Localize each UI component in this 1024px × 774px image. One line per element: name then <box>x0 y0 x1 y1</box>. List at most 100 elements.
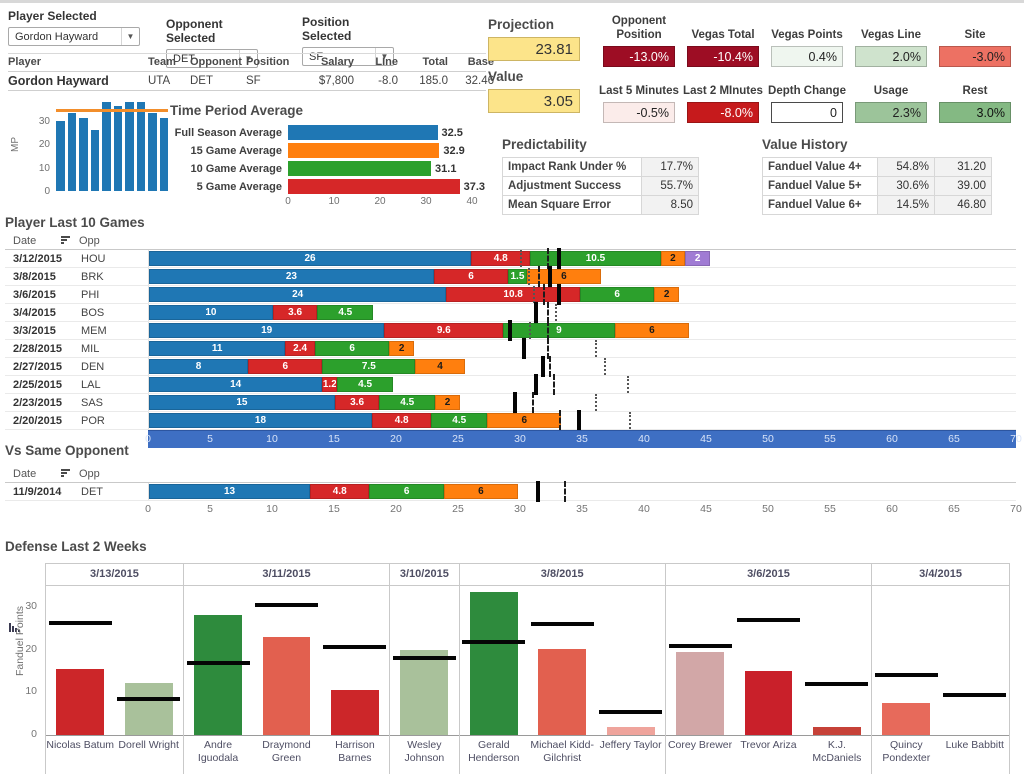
tpa-bar[interactable] <box>288 161 432 176</box>
bar-segment-red[interactable]: 4.8 <box>371 413 432 428</box>
bar-segment-red[interactable]: 10.8 <box>446 287 581 302</box>
chevron-down-icon[interactable]: ▼ <box>375 48 393 65</box>
bar-segment-orange[interactable]: 6 <box>614 323 689 338</box>
table-row[interactable]: Gordon Hayward UTA DET SF $7,800 -8.0 185.0 32.… <box>8 72 494 91</box>
stat-label: Fanduel Value 6+ <box>762 195 878 215</box>
minutes-bar[interactable] <box>67 113 76 191</box>
metric-input[interactable]: 0 <box>771 102 843 123</box>
position-filter: Position Selected SF ▼ <box>302 15 394 66</box>
bar-segment-green[interactable]: 6 <box>369 484 444 499</box>
bar-segment-red[interactable]: 4.8 <box>471 251 531 266</box>
defense-bar[interactable] <box>194 614 242 735</box>
bar-segment-red[interactable]: 1.2 <box>322 377 338 392</box>
tpa-bar[interactable] <box>288 179 460 194</box>
sort-descending-icon[interactable] <box>59 469 71 479</box>
chevron-down-icon[interactable]: ▼ <box>239 50 257 67</box>
minutes-bar[interactable] <box>159 118 168 191</box>
date-column-header[interactable]: Date <box>13 468 37 480</box>
axis-tick-label: 35 <box>576 433 588 445</box>
bar-segment-blue[interactable]: 8 <box>149 359 249 374</box>
bar-segment-blue[interactable]: 19 <box>149 323 385 338</box>
opp-column-header[interactable]: Opp <box>79 468 100 480</box>
bar-segment-red[interactable]: 6 <box>433 269 509 284</box>
bar-segment-green[interactable]: 4.5 <box>337 377 393 392</box>
bar-segment-green[interactable]: 4.5 <box>431 413 488 428</box>
minutes-bar[interactable] <box>90 129 99 191</box>
game-opponent: PHI <box>81 288 100 301</box>
bar-segment-blue[interactable]: 15 <box>149 395 335 410</box>
bar-segment-blue[interactable]: 26 <box>149 251 472 266</box>
sort-marks-icon[interactable] <box>9 623 21 632</box>
bar-segment-green[interactable]: 6 <box>314 341 390 356</box>
bar-segment-orange[interactable]: 2 <box>435 395 460 410</box>
bar-segment-green[interactable]: 10.5 <box>530 251 661 266</box>
vsopp-axis: 0 5 10 15 20 25 30 35 40 45 50 55 60 65 70 <box>145 501 1022 518</box>
chevron-down-icon[interactable]: ▼ <box>121 28 139 45</box>
minutes-bar[interactable] <box>102 101 111 191</box>
defense-bar[interactable] <box>882 703 931 735</box>
opp-column-header[interactable]: Opp <box>79 235 100 247</box>
metric-label: Site <box>964 29 986 42</box>
tpa-value-label: 32.5 <box>441 126 463 139</box>
ref-marker-dashed <box>538 266 541 287</box>
defense-bar[interactable] <box>330 689 379 735</box>
minutes-bar[interactable] <box>125 101 134 191</box>
defense-bar[interactable] <box>812 727 861 735</box>
defense-bar[interactable] <box>56 669 105 735</box>
date-column-header[interactable]: Date <box>13 235 37 247</box>
defense-player-name: Dorell Wright <box>118 739 179 751</box>
bar-segment-green[interactable]: 4.5 <box>317 305 374 320</box>
minutes-bar[interactable] <box>136 101 145 191</box>
sort-descending-icon[interactable] <box>59 236 71 246</box>
bar-segment-blue[interactable]: 13 <box>149 484 310 499</box>
bar-segment-blue[interactable]: 23 <box>149 269 434 284</box>
defense-bar[interactable] <box>538 648 587 735</box>
bar-segment-green[interactable]: 9 <box>503 323 615 338</box>
bar-segment-red[interactable]: 2.4 <box>285 341 315 356</box>
tpa-bar[interactable] <box>288 143 440 158</box>
defense-bar[interactable] <box>469 592 518 735</box>
ref-marker-solid <box>576 410 581 431</box>
defense-bar[interactable] <box>400 649 449 735</box>
defense-bar[interactable] <box>676 652 724 735</box>
bar-segment-red[interactable]: 6 <box>248 359 323 374</box>
bar-segment-blue[interactable]: 24 <box>149 287 447 302</box>
position-filter-dropdown[interactable]: SF ▼ <box>302 47 394 66</box>
defense-bar[interactable] <box>606 727 655 735</box>
bar-segment-orange[interactable]: 2 <box>389 341 415 356</box>
player-filter-dropdown[interactable]: Gordon Hayward ▼ <box>8 27 140 46</box>
bar-segment-red[interactable]: 3.6 <box>272 305 318 320</box>
bar-segment-orange[interactable]: 2 <box>654 287 680 302</box>
bar-segment-blue[interactable]: 18 <box>149 413 372 428</box>
axis-tick-label: 10 <box>328 196 340 207</box>
ref-marker-dashed <box>549 356 552 377</box>
bar-segment-blue[interactable]: 11 <box>149 341 286 356</box>
minutes-bar[interactable] <box>79 118 88 191</box>
bar-segment-blue[interactable]: 10 <box>149 305 273 320</box>
defense-bar[interactable] <box>124 682 173 735</box>
bar-segment-red[interactable]: 4.8 <box>310 484 370 499</box>
minutes-bar[interactable] <box>56 120 65 191</box>
bar-segment-green[interactable]: 4.5 <box>379 395 436 410</box>
bar-segment-red[interactable]: 3.6 <box>334 395 380 410</box>
bar-segment-orange[interactable]: 6 <box>487 413 562 428</box>
bar-segment-blue[interactable]: 14 <box>149 377 323 392</box>
bar-segment-purple[interactable]: 2 <box>685 251 711 266</box>
defense-player-slot <box>114 586 182 735</box>
bar-segment-green[interactable]: 1.5 <box>508 269 527 284</box>
defense-bar[interactable] <box>262 637 311 735</box>
tpa-bar[interactable] <box>288 125 438 140</box>
bar-segment-orange[interactable]: 4 <box>415 359 465 374</box>
bar-segment-orange[interactable]: 2 <box>660 251 686 266</box>
last10-title: Player Last 10 Games <box>5 215 145 230</box>
minutes-bar[interactable] <box>113 106 122 191</box>
last10-axis[interactable]: 0 5 10 15 20 25 30 35 40 45 50 55 60 65 70 <box>145 430 1022 448</box>
bar-segment-red[interactable]: 9.6 <box>384 323 504 338</box>
bar-segment-green[interactable]: 7.5 <box>322 359 416 374</box>
defense-bar[interactable] <box>744 671 793 735</box>
bar-segment-orange[interactable]: 6 <box>443 484 519 499</box>
bar-segment-orange[interactable]: 6 <box>526 269 602 284</box>
minutes-bar[interactable] <box>148 113 157 191</box>
tpa-category-label: Full Season Average <box>174 126 282 139</box>
bar-segment-green[interactable]: 6 <box>580 287 655 302</box>
